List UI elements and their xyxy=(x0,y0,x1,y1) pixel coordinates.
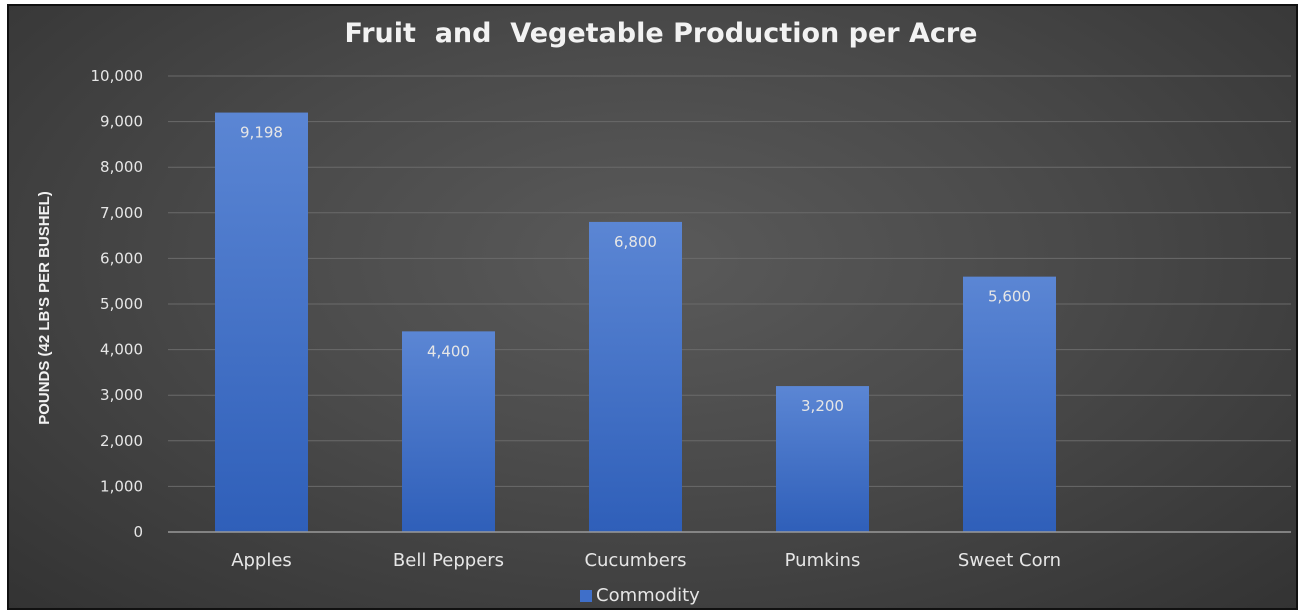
bar xyxy=(402,331,495,532)
x-axis-ticks: Apples Bell Peppers Cucumbers Pumkins Sweet … xyxy=(231,550,1061,571)
chart-svg: 0 1,000 2,000 3,000 4,000 5,000 6,000 7,000 8,00… xyxy=(36,18,1291,606)
bar-data-label: 4,400 xyxy=(427,342,470,360)
grid-lines xyxy=(168,75,1291,487)
bar-data-label: 5,600 xyxy=(988,288,1031,306)
y-tick-label: 5,000 xyxy=(100,295,143,313)
y-tick-label: 7,000 xyxy=(100,204,143,222)
bar xyxy=(589,221,682,533)
legend-swatch xyxy=(580,590,592,602)
bar-data-label: 3,200 xyxy=(801,397,844,415)
x-tick-label: Cucumbers xyxy=(584,550,686,571)
y-tick-label: 1,000 xyxy=(100,477,143,495)
bars: 9,198 4,400 6,800 3,200 5,600 xyxy=(215,112,1056,533)
y-tick-label: 4,000 xyxy=(100,341,143,359)
bar-data-label: 9,198 xyxy=(240,124,283,142)
bar-data-label: 6,800 xyxy=(614,233,657,251)
legend-label: Commodity xyxy=(596,585,700,606)
legend: Commodity xyxy=(580,585,700,606)
bar xyxy=(215,112,308,532)
x-tick-label: Pumkins xyxy=(785,550,861,571)
bar xyxy=(963,276,1056,532)
x-tick-label: Sweet Corn xyxy=(958,550,1061,571)
x-tick-label: Bell Peppers xyxy=(393,550,504,571)
chart-title: Fruit and Vegetable Production per Acre xyxy=(345,18,978,49)
y-tick-label: 3,000 xyxy=(100,386,143,404)
y-axis-ticks: 0 1,000 2,000 3,000 4,000 5,000 6,000 7,000 8,00… xyxy=(91,67,144,541)
y-tick-label: 9,000 xyxy=(100,113,143,131)
x-tick-label: Apples xyxy=(231,550,292,571)
y-tick-label: 6,000 xyxy=(100,249,143,267)
bar xyxy=(776,386,869,532)
y-axis-label: POUNDS (42 LB'S PER BUSHEL) xyxy=(36,191,53,425)
y-tick-label: 2,000 xyxy=(100,432,143,450)
y-tick-label: 8,000 xyxy=(100,158,143,176)
y-tick-label: 10,000 xyxy=(91,67,144,85)
chart-frame: 0 1,000 2,000 3,000 4,000 5,000 6,000 7,000 8,00… xyxy=(7,4,1298,610)
y-tick-label: 0 xyxy=(133,523,143,541)
